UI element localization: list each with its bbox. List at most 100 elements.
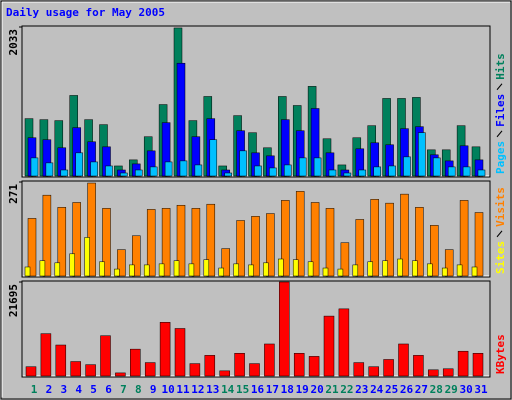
bar (382, 260, 388, 277)
bar (254, 165, 262, 177)
bar (383, 359, 394, 377)
x-tick-label: 13 (206, 383, 219, 396)
bar (295, 191, 305, 277)
bar (179, 160, 188, 177)
bar (176, 204, 186, 277)
legend-entry: Pages (494, 141, 507, 174)
bar (457, 350, 469, 377)
bar (477, 169, 486, 177)
bar (456, 264, 463, 277)
bar (462, 166, 471, 177)
legend-separator (496, 83, 503, 91)
bar (100, 335, 111, 377)
bar (233, 263, 239, 277)
bar (99, 261, 105, 277)
bar (471, 266, 478, 277)
bar (398, 343, 409, 377)
bar (130, 348, 141, 377)
bar (442, 368, 454, 377)
bar (209, 139, 218, 177)
bar (459, 200, 469, 277)
bar (57, 207, 67, 277)
bar (40, 333, 52, 377)
bar (188, 263, 195, 277)
bar (313, 157, 322, 177)
bar (397, 258, 403, 277)
bar (433, 157, 441, 177)
bar (135, 169, 143, 177)
y-tick-label: 21695 (7, 284, 20, 317)
legend-entry: KBytes (494, 334, 507, 374)
bar (292, 259, 299, 277)
bar (117, 249, 126, 277)
bar (323, 315, 335, 377)
bar (279, 281, 290, 377)
chart-title: Daily usage for May 2005 (6, 6, 165, 19)
bar (447, 166, 456, 177)
bar (149, 166, 158, 177)
bar (263, 262, 269, 277)
bar (87, 182, 96, 277)
x-tick-label: 28 (430, 383, 443, 396)
x-tick-label: 20 (310, 383, 323, 396)
bar (206, 203, 216, 277)
x-tick-label: 29 (445, 383, 458, 396)
bar (69, 253, 75, 277)
bar (221, 248, 230, 277)
bar (278, 258, 284, 277)
bar (174, 328, 186, 377)
bar (412, 260, 418, 277)
x-tick-label: 2 (46, 383, 53, 396)
x-tick-label: 10 (161, 383, 174, 396)
bar (234, 353, 245, 377)
x-tick-label: 12 (191, 383, 204, 396)
legend-separator (496, 130, 503, 138)
bar (269, 167, 277, 177)
bar (45, 162, 54, 177)
legend-entry: Sites (494, 241, 507, 274)
bar (367, 261, 373, 277)
y-tick-label: 2033 (7, 29, 20, 56)
x-tick-label: 25 (385, 383, 398, 396)
bar (340, 242, 350, 277)
bar (427, 263, 433, 277)
bar (264, 343, 275, 377)
bar (239, 150, 247, 177)
x-tick-label: 22 (340, 383, 353, 396)
bar (189, 363, 201, 377)
bar (370, 199, 379, 277)
bar (146, 209, 156, 277)
x-tick-label: 21 (325, 383, 339, 396)
bar (191, 208, 201, 277)
bar (388, 165, 396, 177)
bar (338, 308, 350, 377)
bar (251, 216, 260, 277)
x-tick-label: 26 (400, 383, 414, 396)
bar (164, 161, 173, 177)
bar (385, 202, 394, 277)
bar (129, 264, 135, 277)
bar (474, 212, 484, 277)
x-tick-label: 27 (415, 383, 428, 396)
bar (115, 372, 126, 377)
x-tick-label: 9 (150, 383, 157, 396)
x-tick-label: 6 (105, 383, 112, 396)
bar (72, 202, 81, 277)
y-tick-label: 271 (7, 184, 20, 204)
plot-area (21, 280, 491, 378)
x-tick-label: 31 (474, 383, 488, 396)
bar (415, 207, 424, 277)
bar (308, 356, 320, 377)
bar (218, 267, 224, 277)
bar (307, 261, 314, 277)
x-tick-label: 17 (266, 383, 279, 396)
bar (325, 208, 335, 277)
legend-entry: Hits (494, 53, 507, 80)
bar (403, 156, 411, 177)
bar (176, 62, 186, 177)
bar (39, 260, 46, 277)
bar (266, 213, 275, 277)
bar (441, 267, 448, 277)
